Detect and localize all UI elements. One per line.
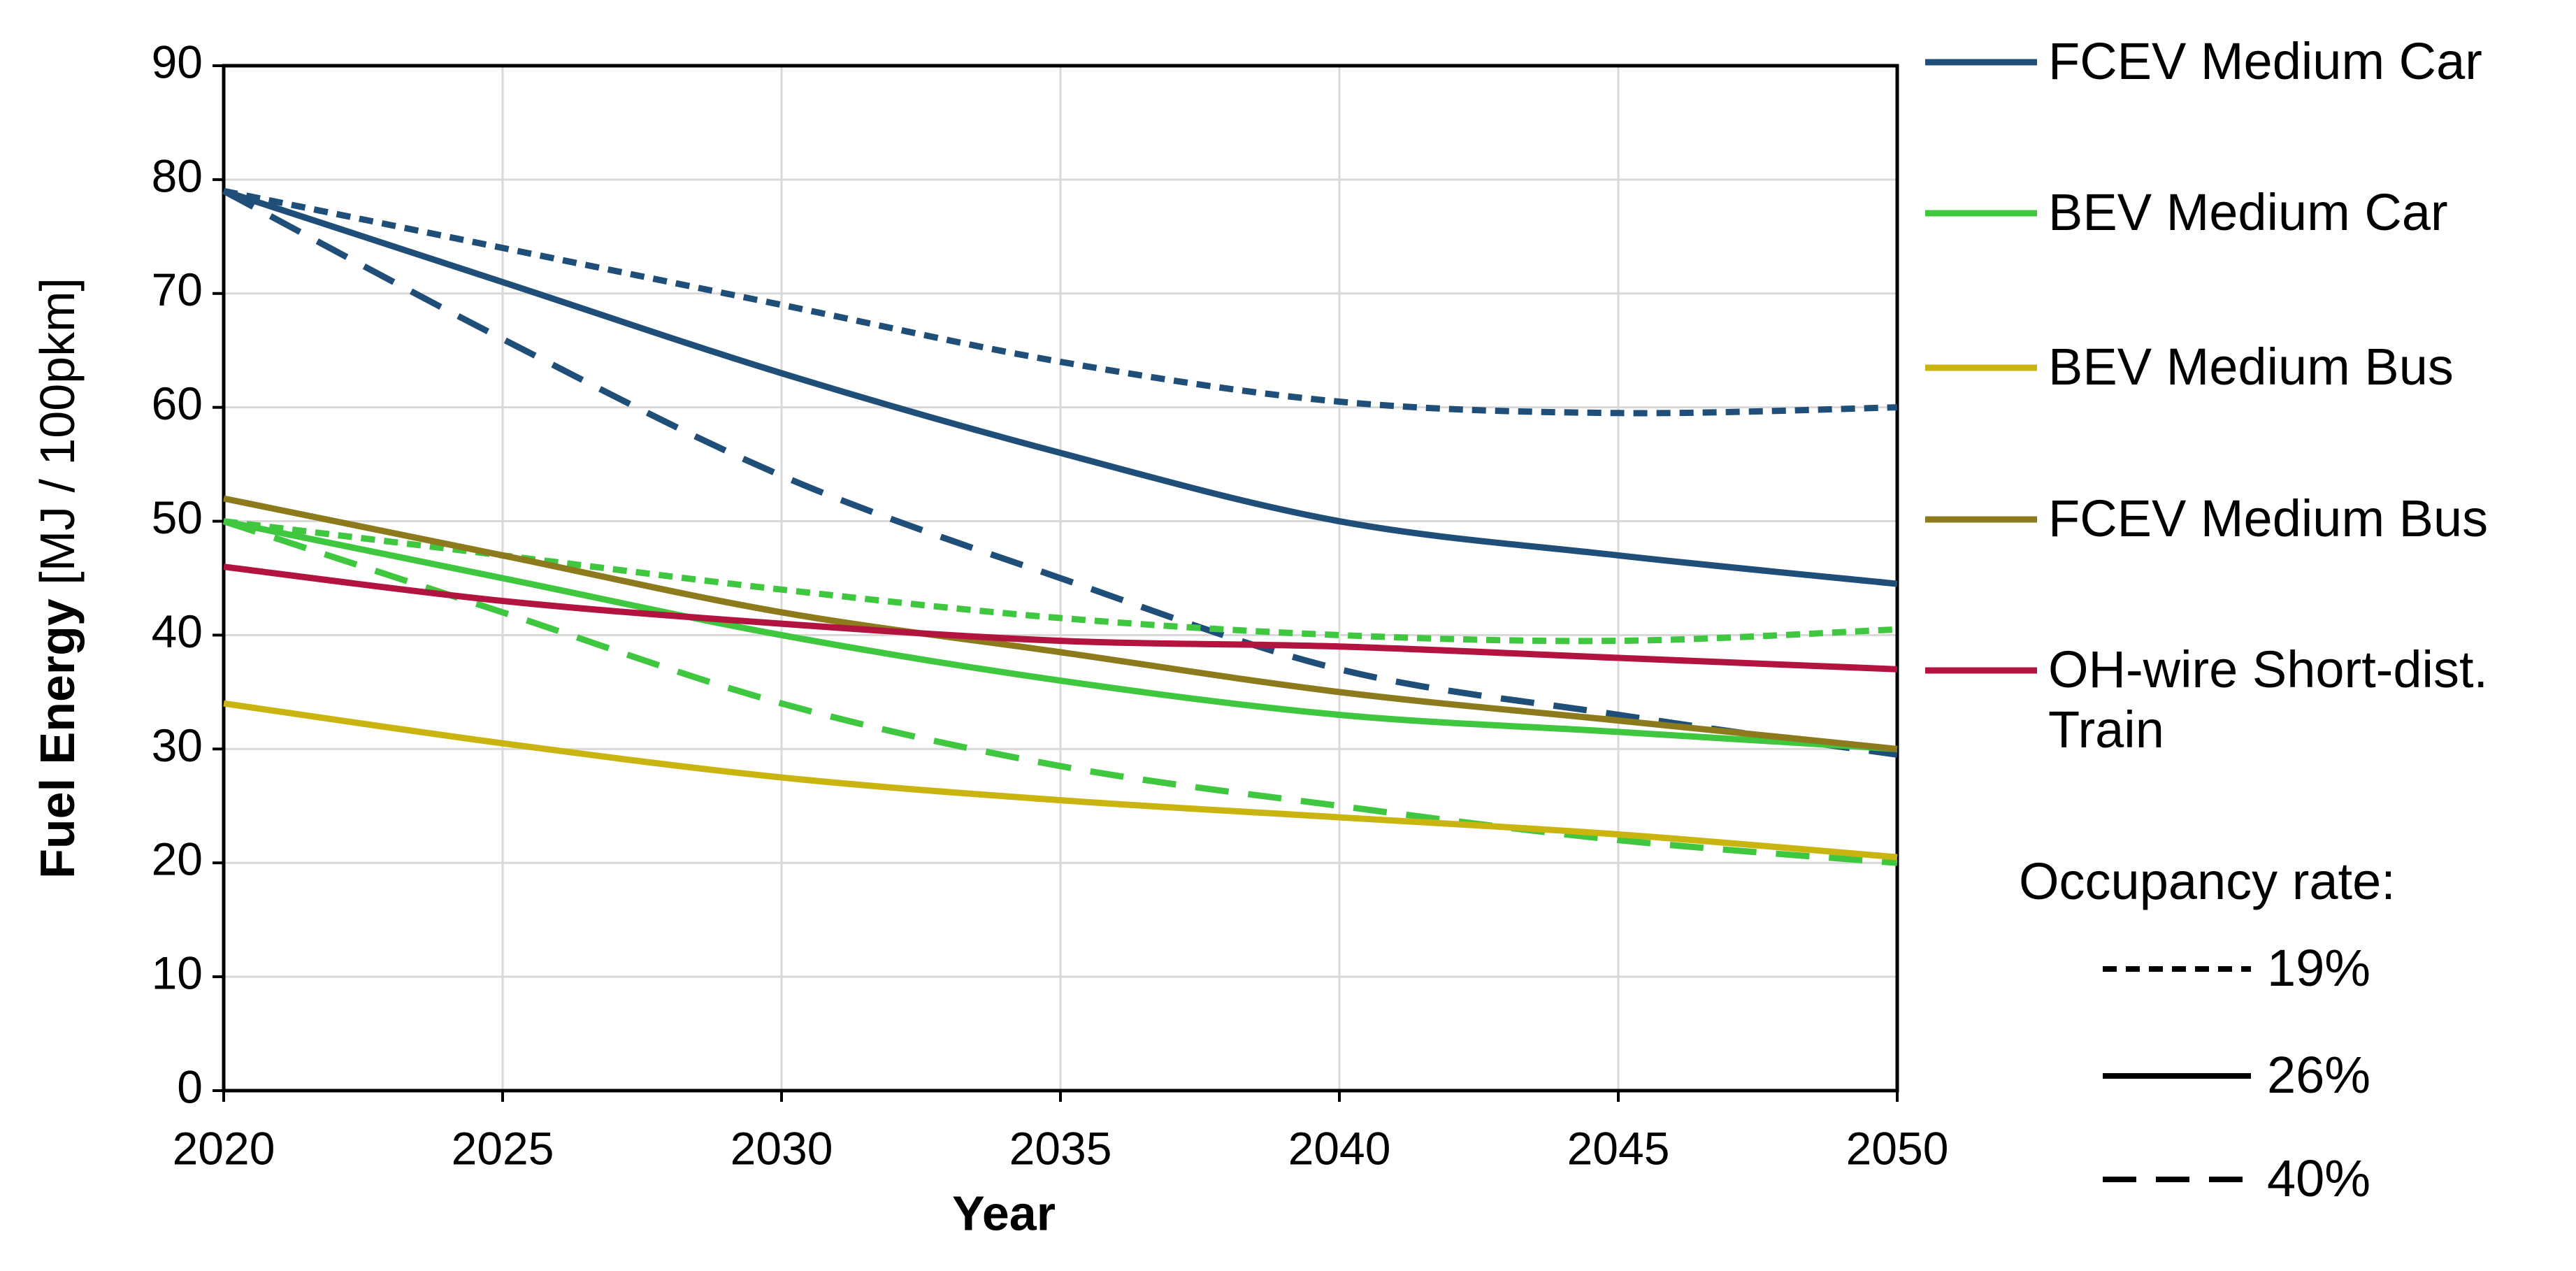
occupancy-legend-title: Occupancy rate: — [2019, 852, 2396, 910]
series-line — [223, 187, 1898, 417]
series-line — [222, 188, 1898, 758]
legend-label: FCEV Medium Car — [2048, 32, 2482, 90]
occupancy-label: 26% — [2267, 1046, 2371, 1104]
x-tick-label: 2050 — [1846, 1122, 1949, 1174]
x-tick-label: 2035 — [1009, 1122, 1112, 1174]
y-tick-label: 40 — [152, 605, 203, 657]
series-line — [222, 518, 1898, 866]
y-tick-label: 60 — [152, 378, 203, 429]
series-line — [223, 563, 1898, 673]
y-tick-label: 0 — [177, 1061, 203, 1112]
legend-label: BEV Medium Bus — [2048, 338, 2454, 396]
x-tick-label: 2045 — [1567, 1122, 1670, 1174]
x-tick-label: 2040 — [1288, 1122, 1391, 1174]
y-tick-label: 10 — [152, 947, 203, 999]
occupancy-label: 40% — [2267, 1149, 2371, 1207]
y-tick-label: 90 — [152, 36, 203, 87]
y-tick-label: 50 — [152, 491, 203, 543]
y-tick-label: 80 — [152, 150, 203, 201]
y-tick-label: 20 — [152, 833, 203, 885]
x-tick-label: 2020 — [173, 1122, 275, 1174]
series-line — [223, 518, 1898, 752]
occupancy-label: 19% — [2267, 939, 2371, 997]
series-line — [223, 495, 1898, 752]
y-tick-label: 30 — [152, 719, 203, 771]
y-axis-title-unit: [MJ / 100pkm] — [30, 278, 85, 585]
y-axis-title: Fuel Energy [MJ / 100pkm] — [30, 278, 85, 879]
series-line — [222, 187, 1898, 587]
x-axis-title: Year — [952, 1186, 1056, 1240]
x-tick-label: 2030 — [731, 1122, 833, 1174]
y-tick-label: 70 — [152, 264, 203, 315]
y-axis-title-main: Fuel Energy — [30, 598, 85, 879]
plot-frame — [222, 64, 1899, 1093]
legend-label: BEV Medium Car — [2048, 183, 2448, 241]
legend-label: OH-wire Short-dist. Train — [2048, 640, 2489, 759]
series-line — [223, 700, 1898, 861]
x-tick-label: 2025 — [452, 1122, 554, 1174]
legend-label: FCEV Medium Bus — [2048, 489, 2489, 547]
